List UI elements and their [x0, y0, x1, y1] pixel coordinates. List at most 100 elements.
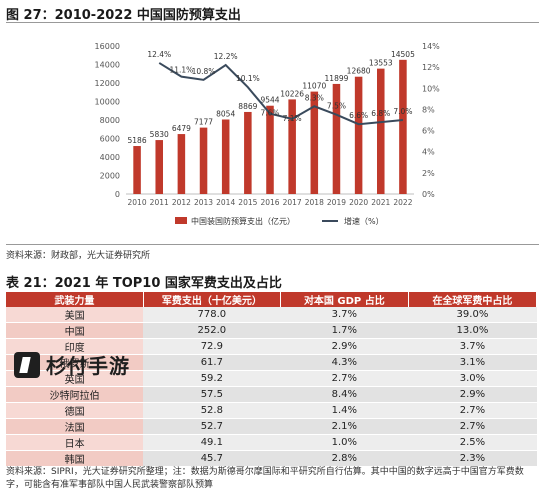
cell-spending: 252.0: [143, 322, 281, 339]
bar: [310, 91, 319, 194]
cell-country: 德国: [6, 402, 144, 419]
cell-global-share: 13.0%: [408, 322, 537, 339]
y-right-tick-label: 10%: [422, 84, 440, 93]
cell-gdp-share: 2.7%: [280, 370, 409, 387]
growth-value-label: 12.4%: [147, 50, 171, 59]
cell-gdp-share: 1.4%: [280, 402, 409, 419]
x-tick-label: 2012: [172, 198, 191, 207]
y-right-tick-label: 8%: [422, 105, 435, 114]
x-tick-label: 2010: [128, 198, 147, 207]
table-row: 美国 778.0 3.7% 39.0%: [6, 307, 537, 323]
cell-global-share: 3.1%: [408, 354, 537, 371]
bar-value-label: 7177: [194, 118, 213, 127]
cell-gdp-share: 2.8%: [280, 450, 409, 467]
table-row: 韩国 45.7 2.8% 2.3%: [6, 450, 537, 467]
x-tick-label: 2011: [150, 198, 169, 207]
table-row: 中国 252.0 1.7% 13.0%: [6, 322, 537, 339]
bar: [399, 59, 407, 194]
cell-country: 日本: [6, 434, 144, 451]
brand-logo-icon: [14, 351, 40, 378]
legend-bar-label: 中国装国防预算支出（亿元）: [191, 216, 295, 226]
y-left-tick-label: 16000: [95, 42, 120, 51]
cell-spending: 72.9: [143, 338, 281, 355]
y-left-tick-label: 10000: [95, 98, 120, 107]
defense-budget-chart: 0 2000 4000 6000 8000 10000 12000 14000 16000 0% 2…: [95, 42, 441, 226]
header-global-share: 在全球军费中占比: [408, 292, 538, 307]
cell-gdp-share: 3.7%: [280, 307, 409, 323]
bar-value-label: 11899: [325, 74, 349, 83]
watermark: 杉付手游: [14, 350, 130, 379]
cell-country: 法国: [6, 418, 144, 435]
source-divider: [6, 244, 539, 245]
bar: [354, 76, 363, 194]
y-right-tick-label: 6%: [422, 127, 435, 136]
cell-gdp-share: 2.9%: [280, 338, 409, 355]
table-title: 表 21：2021 年 TOP10 国家军费支出及占比: [6, 276, 282, 291]
growth-value-label: 7.1%: [283, 114, 302, 123]
bar-value-label: 5830: [150, 130, 169, 139]
cell-spending: 59.2: [143, 370, 281, 387]
bar: [266, 105, 274, 194]
bar: [377, 68, 385, 194]
table-row: 印度 72.9 2.9% 3.7%: [6, 338, 537, 355]
cell-spending: 52.8: [143, 402, 281, 419]
y-left-tick-label: 14000: [95, 61, 120, 70]
table-row: 法国 52.7 2.1% 2.7%: [6, 418, 537, 435]
table-row: 日本 49.1 1.0% 2.5%: [6, 434, 537, 451]
x-tick-label: 2016: [260, 198, 279, 207]
cell-country: 中国: [6, 322, 144, 339]
y-left-tick-label: 12000: [95, 79, 120, 88]
table-header-row: 武装力量 军费支出（十亿美元） 对本国 GDP 占比 在全球军费中占比: [6, 292, 538, 307]
cell-spending: 45.7: [143, 450, 281, 467]
y-left-tick-label: 0: [115, 190, 120, 199]
growth-value-label: 10.1%: [236, 74, 260, 83]
cell-spending: 778.0: [143, 307, 281, 323]
cell-global-share: 2.5%: [408, 434, 537, 451]
cell-spending: 61.7: [143, 354, 281, 371]
table-row: 沙特阿拉伯 57.5 8.4% 2.9%: [6, 386, 537, 403]
bar: [288, 99, 296, 194]
figure-source: 资料来源：财政部，光大证券研究所: [6, 251, 151, 261]
cell-spending: 52.7: [143, 418, 281, 435]
cell-spending: 57.5: [143, 386, 281, 403]
legend-bar-swatch: [175, 217, 187, 224]
bar-value-label: 5186: [128, 136, 147, 145]
cell-global-share: 2.9%: [408, 386, 537, 403]
cell-gdp-share: 2.1%: [280, 418, 409, 435]
growth-value-label: 7.5%: [327, 102, 346, 111]
y-left-tick-label: 2000: [100, 172, 120, 181]
y-right-tick-label: 4%: [422, 148, 435, 157]
y-left-tick-label: 4000: [100, 153, 120, 162]
growth-value-label: 7.0%: [393, 107, 412, 116]
header-spending: 军费支出（十亿美元）: [143, 292, 281, 307]
cell-country: 沙特阿拉伯: [6, 386, 144, 403]
bar: [133, 146, 141, 194]
bar: [177, 134, 186, 194]
x-tick-label: 2020: [349, 198, 368, 207]
growth-value-label: 6.6%: [349, 111, 368, 120]
cell-global-share: 2.3%: [408, 450, 537, 467]
bar-value-label: 8869: [238, 102, 257, 111]
bar: [244, 111, 252, 194]
legend-line-label: 增速（%）: [344, 216, 384, 226]
y-right-tick-label: 14%: [422, 42, 440, 51]
cell-global-share: 2.7%: [408, 418, 537, 435]
table-note: 资料来源：SIPRI，光大证券研究所整理；注：数据为斯德哥尔摩国际和平研究所自行…: [6, 467, 524, 490]
growth-value-label: 8.3%: [305, 93, 324, 102]
growth-line: [158, 62, 404, 126]
cell-country: 英国: [6, 370, 144, 387]
watermark-text: 杉付手游: [46, 354, 130, 378]
y-right-tick-label: 12%: [422, 63, 440, 72]
bar: [221, 119, 230, 194]
bar-value-label: 13553: [369, 59, 393, 68]
cell-gdp-share: 4.3%: [280, 354, 409, 371]
x-tick-label: 2021: [371, 198, 390, 207]
table-row: 俄罗斯 61.7 4.3% 3.1%: [6, 354, 537, 371]
cell-country: 印度: [6, 338, 144, 355]
x-tick-label: 2013: [194, 198, 213, 207]
bar-value-label: 10226: [280, 89, 304, 98]
y-left-tick-label: 8000: [100, 116, 120, 125]
x-tick-label: 2015: [238, 198, 257, 207]
bar-value-label: 8054: [216, 110, 235, 119]
header-gdp-share: 对本国 GDP 占比: [280, 292, 409, 307]
